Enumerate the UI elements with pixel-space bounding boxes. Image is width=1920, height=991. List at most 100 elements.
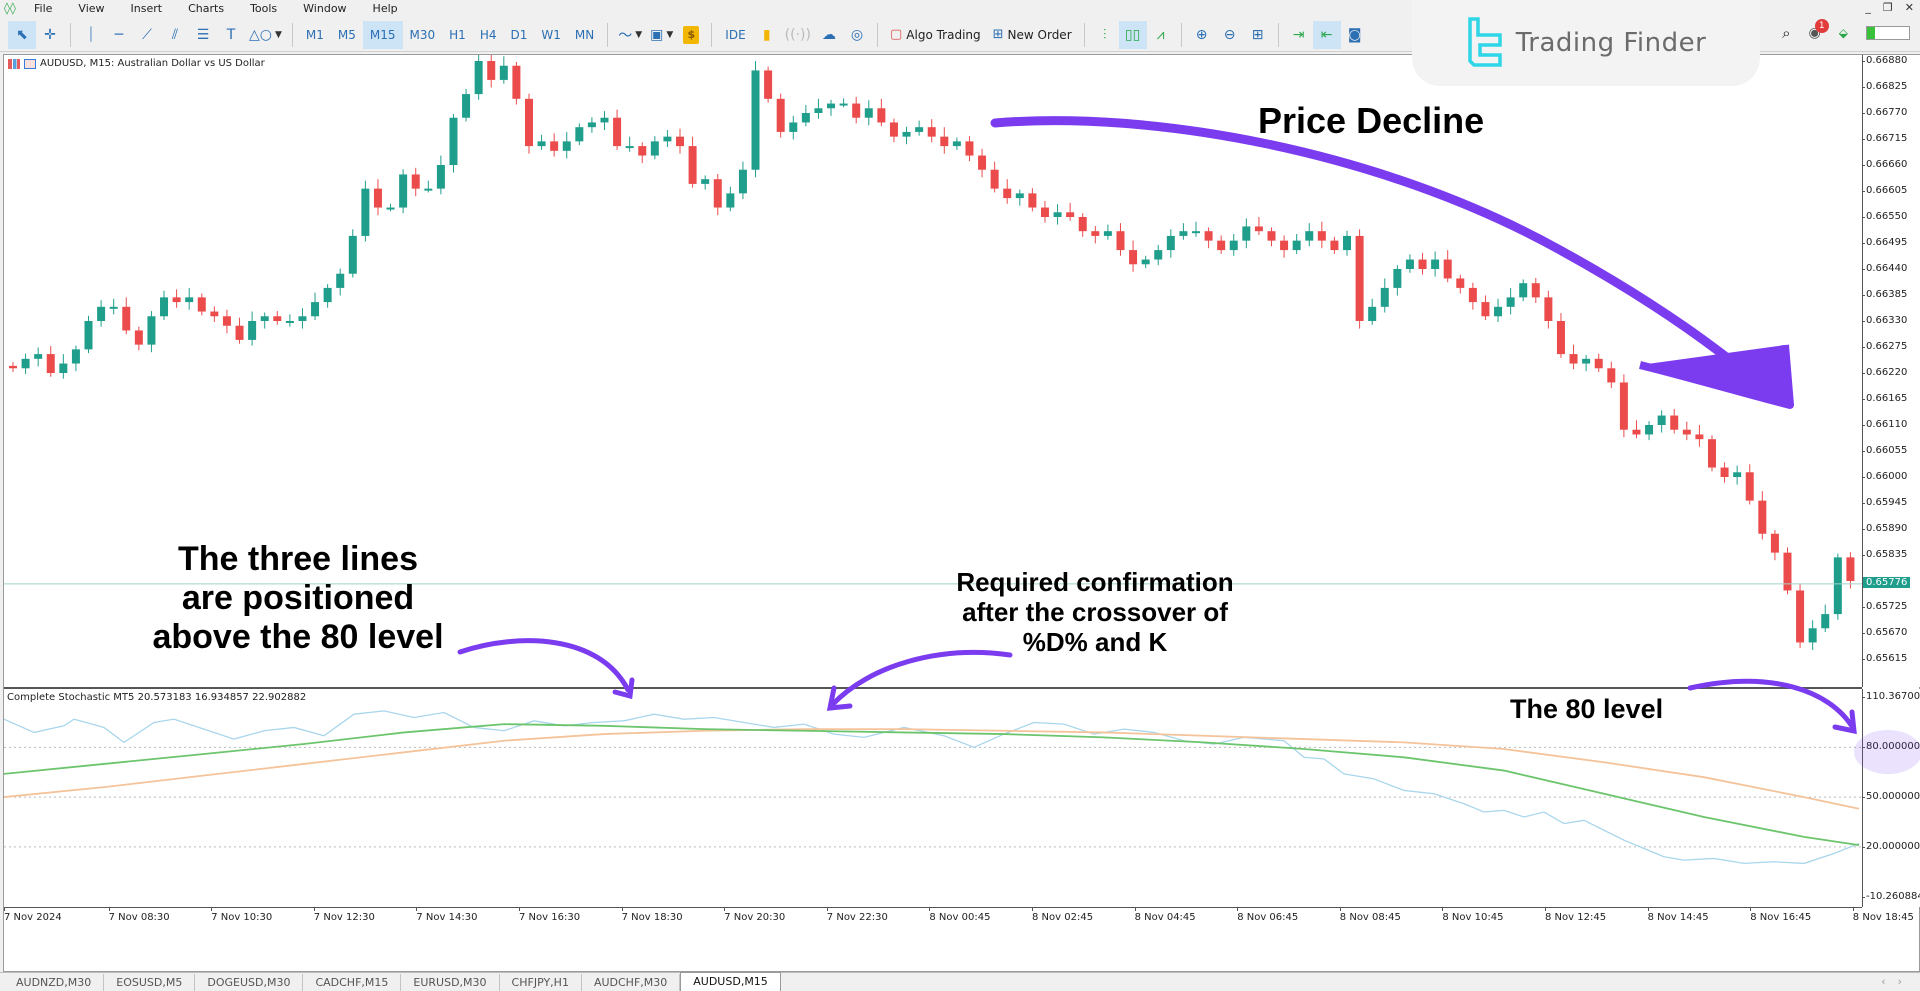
timeframe-d1[interactable]: D1 — [510, 27, 528, 42]
bearish-candle — [1607, 368, 1616, 383]
time-axis-label: 8 Nov 14:45 — [1647, 907, 1709, 923]
scroll-right-icon[interactable]: › — [1897, 975, 1902, 988]
time-axis[interactable]: 7 Nov 2024 7 Nov 08:30 7 Nov 10:30 7 Nov 12… — [4, 907, 1914, 929]
text-tool-button[interactable]: T — [217, 21, 245, 49]
minimize-button[interactable]: _ — [1865, 1, 1871, 14]
price-axis[interactable]: 0.66880 0.66825 0.66770 0.66715 0.66660 0.666… — [1861, 55, 1920, 687]
scroll-left-icon[interactable]: ‹ — [1881, 975, 1886, 988]
indicator-axis-label: 50.000000 — [1861, 791, 1920, 803]
timeframe-w1[interactable]: W1 — [541, 27, 561, 42]
signals-button[interactable]: ((·)) — [781, 21, 815, 49]
timeframe-m15[interactable]: M15 — [362, 20, 403, 49]
indicator-axis[interactable]: 110.367004 80.000000 50.000000 20.000000 -10… — [1861, 689, 1920, 907]
tab-eurusd-m30[interactable]: EURUSD,M30 — [401, 974, 500, 991]
candlestick-button[interactable]: ▯▯ — [1118, 20, 1147, 49]
market-button[interactable]: $ — [677, 21, 705, 49]
fingerprint-button[interactable]: ◎ — [843, 21, 871, 49]
bearish-candle — [1204, 231, 1213, 241]
price-axis-label: 0.66000 — [1861, 471, 1908, 482]
menu-tools[interactable]: Tools — [250, 1, 278, 15]
bearish-candle — [235, 325, 244, 340]
bearish-candle — [1796, 590, 1805, 643]
fibonacci-button[interactable]: ☰ — [189, 21, 217, 49]
menu-view[interactable]: View — [78, 1, 105, 15]
tab-dogeusd-m30[interactable]: DOGEUSD,M30 — [195, 974, 304, 991]
bearish-candle — [1670, 415, 1679, 430]
bullish-candle — [587, 122, 596, 128]
bearish-candle — [889, 122, 898, 137]
price-axis-label: 0.66055 — [1861, 445, 1908, 456]
vps-button[interactable]: ☁ — [815, 21, 843, 49]
annotation-line: The three lines — [178, 540, 418, 578]
timeframe-h1[interactable]: H1 — [449, 27, 466, 42]
price-axis-label: 0.66660 — [1861, 159, 1908, 170]
ide-button[interactable]: IDE — [725, 27, 746, 42]
trading-finder-logo: Trading Finder — [1412, 0, 1760, 86]
bearish-candle — [1280, 240, 1289, 251]
chart-shift-button[interactable]: ⇤ — [1312, 20, 1341, 49]
tab-eosusd-m5[interactable]: EOSUSD,M5 — [104, 974, 196, 991]
chart-templates-button[interactable]: ▣ ▼ — [646, 21, 677, 49]
indicators-button[interactable]: 〜 ▼ — [614, 21, 646, 49]
time-axis-label: 7 Nov 12:30 — [313, 907, 375, 923]
close-button[interactable]: ✕ — [1904, 1, 1914, 14]
timeframe-mn[interactable]: MN — [574, 27, 595, 42]
timeframe-m1[interactable]: M1 — [305, 27, 324, 42]
chart-window[interactable]: AUDUSD, M15: Australian Dollar vs US Dol… — [3, 54, 1920, 972]
autoscroll-button[interactable]: ⇥ — [1285, 21, 1313, 49]
time-axis-label: 8 Nov 06:45 — [1237, 907, 1299, 923]
new-order-button[interactable]: ⊞ New Order — [987, 21, 1078, 49]
time-axis-label: 8 Nov 08:45 — [1339, 907, 1401, 923]
account-button[interactable]: ◉ 1 — [1809, 19, 1829, 41]
search-icon[interactable]: ⌕ — [1782, 24, 1791, 42]
algo-trading-button[interactable]: ▢ Algo Trading — [884, 21, 987, 49]
price-axis-label: 0.66385 — [1861, 289, 1908, 300]
fibonacci-icon: ☰ — [196, 26, 210, 43]
tab-audchf-m30[interactable]: AUDCHF,M30 — [582, 974, 681, 991]
bullish-candle — [424, 188, 433, 191]
menu-charts[interactable]: Charts — [188, 1, 225, 15]
price-axis-label: 0.65835 — [1861, 549, 1908, 560]
channel-button[interactable]: ⫽ — [161, 21, 189, 49]
stochastic-pane[interactable] — [4, 689, 1862, 907]
zoom-in-button[interactable]: ⊕ — [1188, 21, 1216, 49]
tile-windows-button[interactable]: ⊞ — [1244, 21, 1272, 49]
tab-audusd-m15[interactable]: AUDUSD,M15 — [680, 972, 781, 991]
time-axis-label: 7 Nov 2024 — [4, 907, 62, 923]
menu-file[interactable]: File — [34, 1, 53, 15]
shop-button[interactable]: ▮ — [753, 21, 781, 49]
trendline-button[interactable]: ⟋ — [133, 21, 161, 49]
line-chart-button[interactable]: ⩘ — [1147, 21, 1175, 49]
price-axis-label: 0.66275 — [1861, 341, 1908, 352]
bearish-candle — [688, 146, 697, 184]
restore-button[interactable]: ❐ — [1882, 1, 1893, 14]
timeframe-m5[interactable]: M5 — [337, 27, 356, 42]
tab-chfjpy-h1[interactable]: CHFJPY,H1 — [500, 974, 582, 991]
tab-cadchf-m15[interactable]: CADCHF,M15 — [303, 974, 402, 991]
shapes-button[interactable]: △○ ▼ — [245, 21, 286, 49]
bearish-candle — [1569, 354, 1578, 364]
timeframe-m30[interactable]: M30 — [409, 27, 436, 42]
horizontal-line-button[interactable]: ─ — [105, 21, 133, 49]
app-logo-icon: ◊◊ — [4, 1, 16, 15]
bar-chart-button[interactable]: ⫶ — [1091, 21, 1119, 49]
crosshair-tool-button[interactable]: ✛ — [36, 21, 64, 49]
vertical-line-button[interactable]: ⏐ — [77, 21, 105, 49]
bearish-candle — [1707, 439, 1716, 468]
time-axis-label: 8 Nov 12:45 — [1545, 907, 1607, 923]
annotation-price-decline: Price Decline — [1258, 100, 1485, 141]
bearish-candle — [1217, 240, 1226, 251]
menu-help[interactable]: Help — [372, 1, 398, 15]
zoom-out-button[interactable]: ⊖ — [1216, 21, 1244, 49]
cursor-tool-button[interactable]: ⬉ — [8, 20, 36, 49]
timeframe-h4[interactable]: H4 — [479, 27, 497, 42]
menu-window[interactable]: Window — [303, 1, 347, 15]
bullish-candle — [801, 113, 810, 123]
bearish-candle — [1720, 467, 1729, 477]
screenshot-button[interactable]: ◙ — [1341, 21, 1369, 49]
tab-audnzd-m30[interactable]: AUDNZD,M30 — [4, 974, 105, 991]
bearish-candle — [1846, 557, 1855, 581]
bearish-candle — [940, 136, 949, 147]
menu-insert[interactable]: Insert — [130, 1, 163, 15]
bullish-candle — [864, 108, 873, 118]
